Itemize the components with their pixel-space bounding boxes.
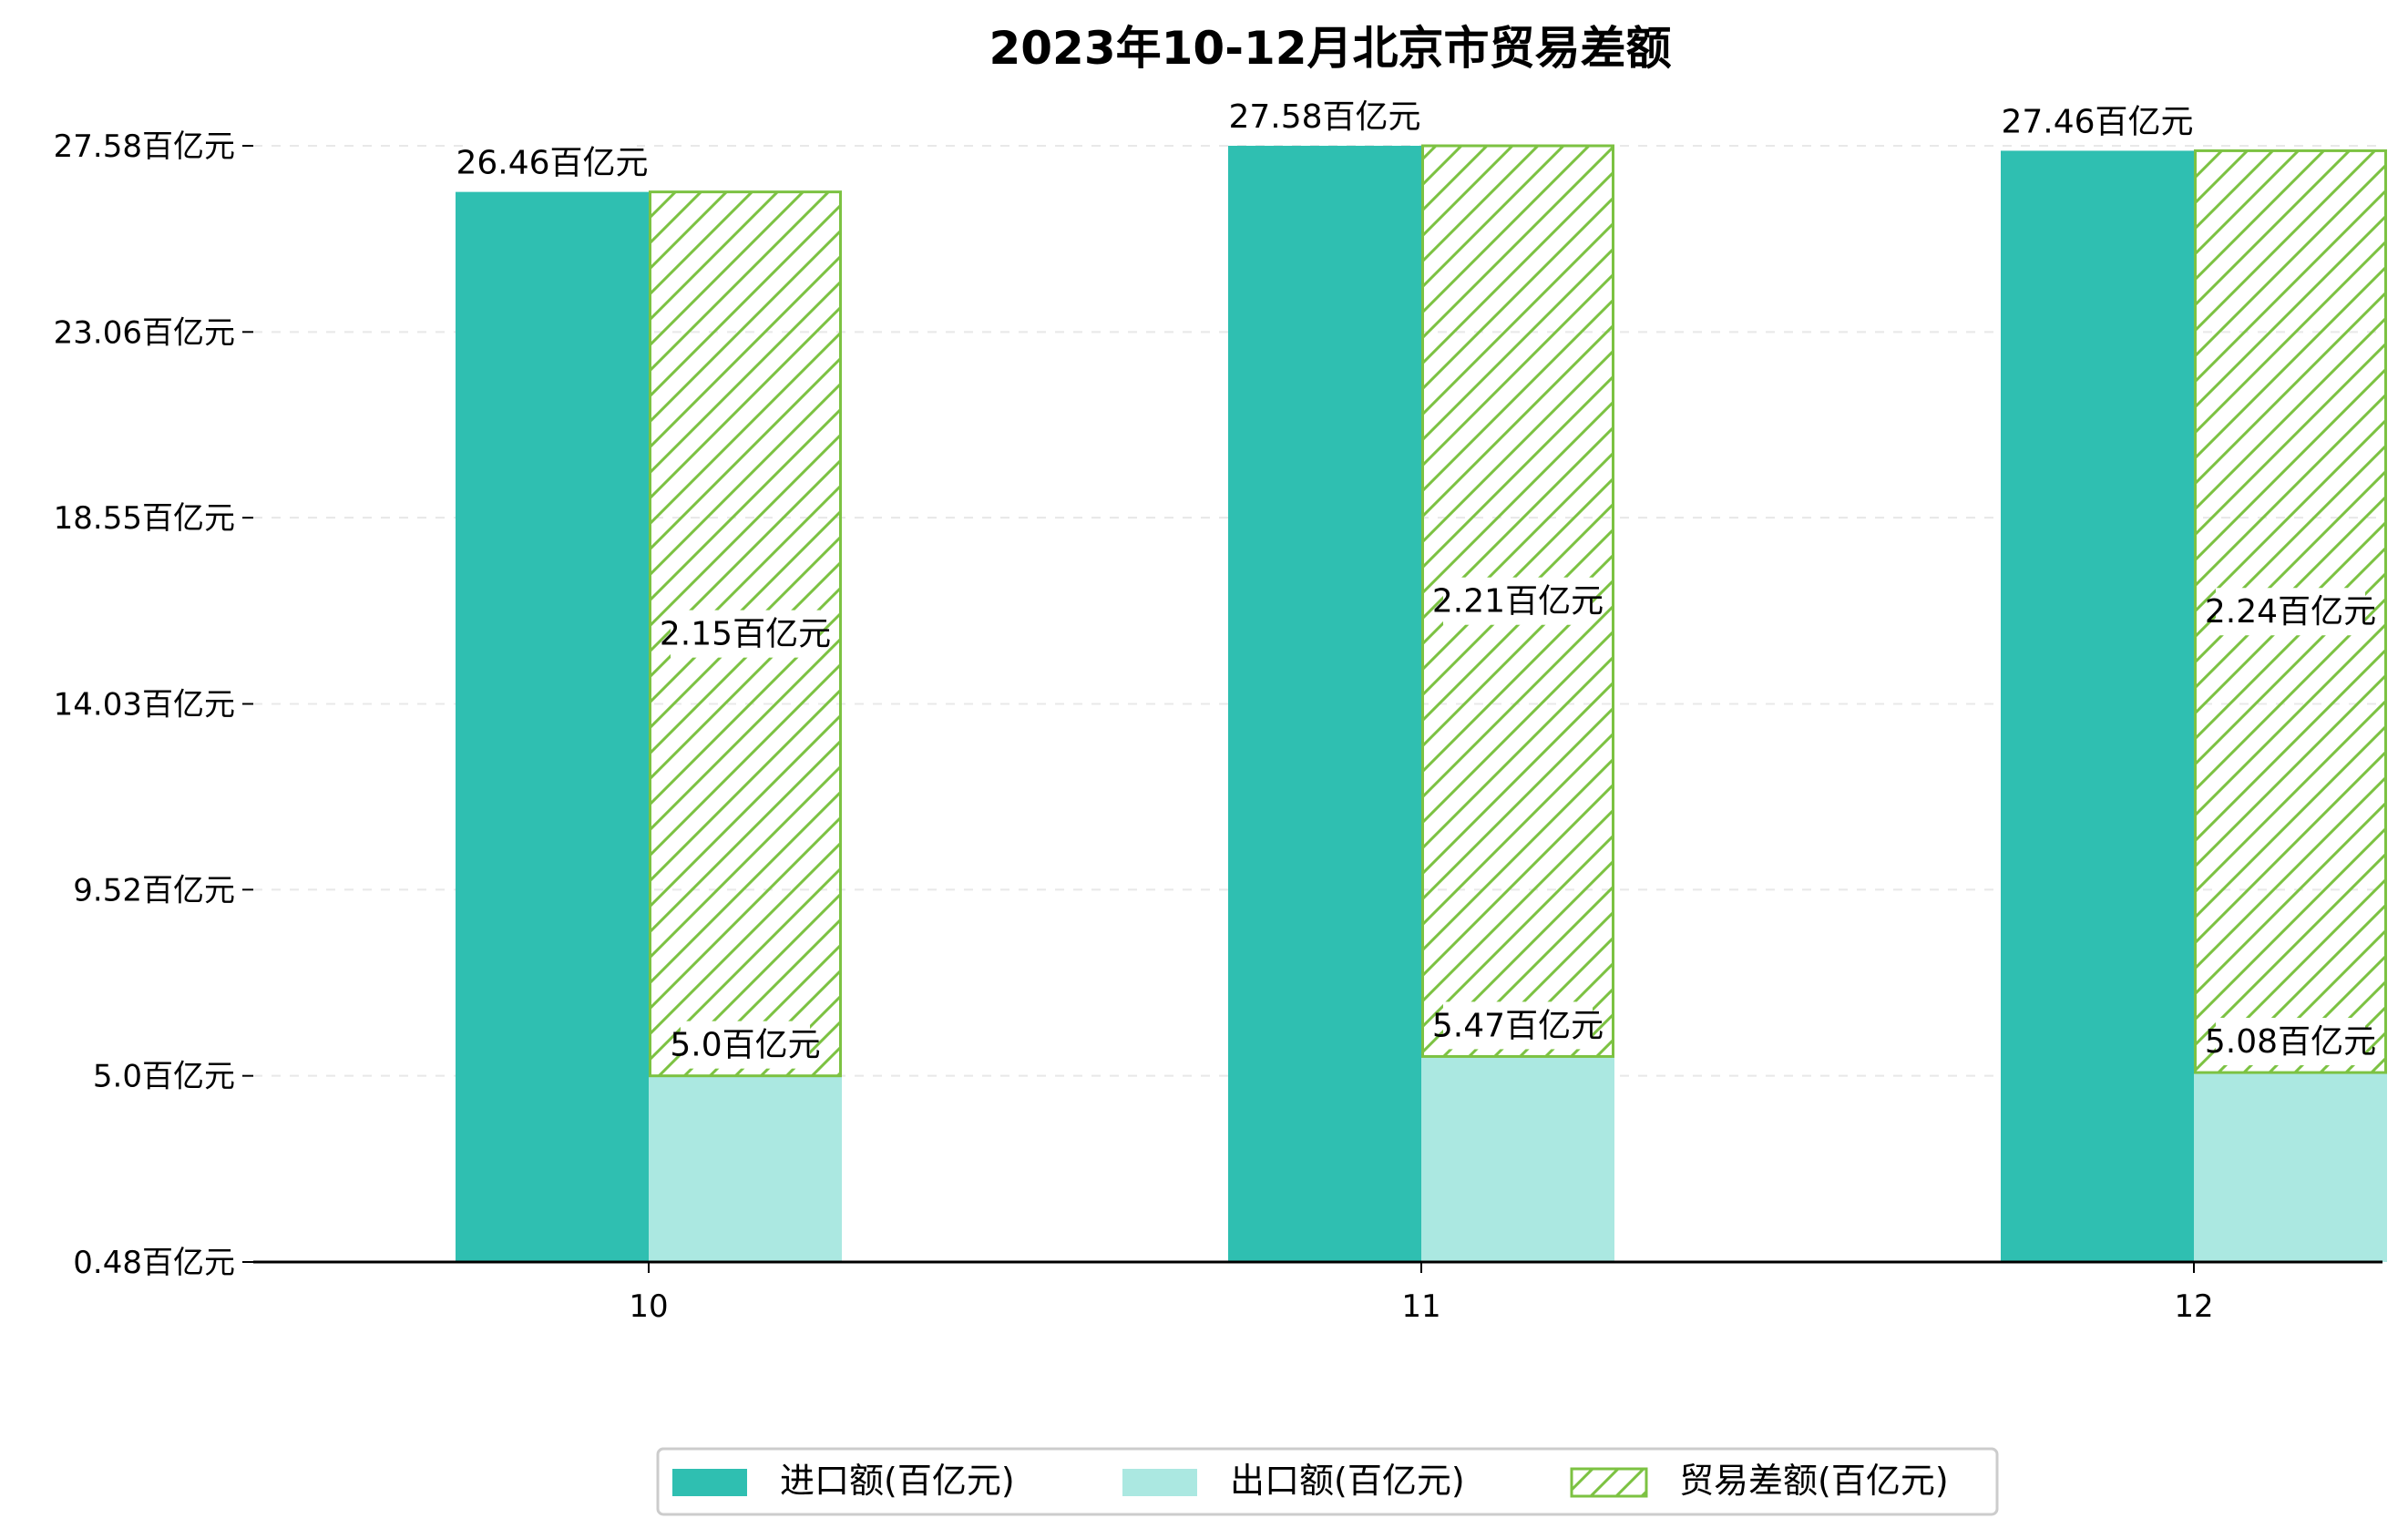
data-label-trade-balance: 2.21百亿元	[1432, 583, 1604, 621]
bar-import	[2001, 150, 2194, 1263]
data-label-bg	[2216, 1018, 2365, 1066]
data-label-bg	[467, 140, 637, 183]
data-label-bg	[1443, 577, 1593, 625]
x-tick-label: 11	[1401, 1288, 1440, 1325]
bar-import	[1228, 146, 1421, 1262]
data-label-export: 5.0百亿元	[670, 1027, 820, 1064]
legend-item-trade-balance-label: 贸易差额(百亿元)	[1679, 1461, 1949, 1501]
bar-import	[456, 191, 649, 1262]
bar-export	[2194, 1072, 2387, 1262]
data-label-trade-balance: 2.24百亿元	[2205, 593, 2376, 631]
data-label-bg	[681, 1021, 810, 1069]
legend-swatch	[1122, 1469, 1197, 1496]
data-label-bg	[2013, 99, 2182, 142]
y-tick-label: 0.48百亿元	[73, 1245, 235, 1281]
x-tick-label: 12	[2174, 1288, 2213, 1325]
y-tick-label: 14.03百亿元	[54, 687, 235, 723]
bar-export	[1421, 1056, 1614, 1262]
bars	[456, 144, 2387, 1263]
data-label-bg	[1443, 1001, 1593, 1050]
y-tick-label: 23.06百亿元	[54, 314, 235, 351]
y-tick-label: 27.58百亿元	[54, 128, 235, 165]
x-axis: 10 11 12	[253, 1260, 2382, 1325]
y-tick-label: 5.0百亿元	[93, 1059, 235, 1095]
data-label-bg	[2216, 588, 2365, 636]
data-label-import: 27.58百亿元	[1228, 98, 1420, 136]
x-tick-label: 10	[629, 1288, 668, 1325]
data-label-import: 27.46百亿元	[2001, 103, 2193, 140]
data-label-bg	[1240, 95, 1409, 137]
y-tick-label: 9.52百亿元	[73, 872, 235, 908]
data-label-export: 5.08百亿元	[2205, 1023, 2376, 1061]
data-label-trade-balance: 2.15百亿元	[660, 616, 831, 653]
data-labels: 26.46百亿元 5.0百亿元 2.15百亿元 27.58百亿元 5.47百亿元 2.21…	[456, 95, 2376, 1069]
bar-export	[649, 1075, 842, 1262]
legend-swatch	[672, 1469, 747, 1496]
data-label-export: 5.47百亿元	[1432, 1007, 1604, 1044]
legend-item-export-label: 出口额(百亿元)	[1230, 1461, 1465, 1501]
legend-box	[656, 1447, 1999, 1516]
legend: 进口额(百亿元) 出口额(百亿元) 贸易差额(百亿元)	[656, 1447, 1999, 1516]
legend-swatch	[1570, 1467, 1648, 1498]
legend-item-import-label: 进口额(百亿元)	[780, 1461, 1015, 1501]
chart-title: 2023年10-12月北京市贸易差额	[989, 22, 1671, 75]
y-axis: 0.48百亿元 5.0百亿元 9.52百亿元 14.03百亿元 18.55百亿元 23.0…	[54, 128, 253, 1281]
data-label-import: 26.46百亿元	[456, 145, 648, 182]
y-tick-label: 18.55百亿元	[54, 500, 235, 537]
data-label-bg	[671, 610, 820, 658]
